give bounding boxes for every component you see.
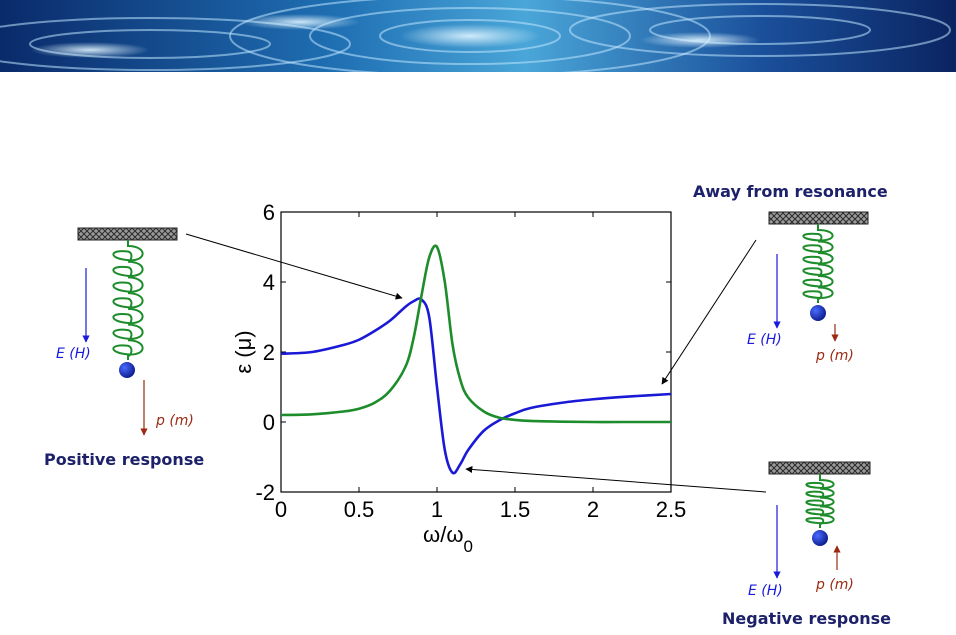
y-tick-label: 4 xyxy=(263,270,275,295)
pointer-arrow-away xyxy=(661,239,757,385)
x-axis-label-subscript: 0 xyxy=(464,537,473,556)
positive-response-caption: Positive response xyxy=(44,450,204,469)
x-tick-label: 2.5 xyxy=(656,497,687,522)
x-tick-label: 2 xyxy=(587,497,599,522)
support-bar xyxy=(77,227,178,241)
right-top-oscillator-panel: Away from resonance E (H) p (m) xyxy=(693,182,888,364)
y-tick-label: 0 xyxy=(263,410,275,435)
support-bar xyxy=(768,211,869,225)
right-bottom-oscillator-panel: E (H) p (m) Negative response xyxy=(722,461,891,628)
pointer-arrow-positive xyxy=(185,233,403,300)
spring xyxy=(802,224,834,303)
mass-ball xyxy=(812,530,828,546)
mu-resonance-curve xyxy=(280,244,671,424)
y-tick-label: 2 xyxy=(263,340,275,365)
x-tick-label: 0 xyxy=(275,497,287,522)
field-label: E (H) xyxy=(56,346,91,362)
spring xyxy=(112,240,144,360)
x-tick-label: 1.5 xyxy=(500,497,531,522)
plot-frame xyxy=(280,211,672,493)
y-tick-label: -2 xyxy=(255,480,275,505)
spring xyxy=(805,474,835,528)
mass-ball xyxy=(119,362,135,378)
y-tick-label: 6 xyxy=(263,200,275,225)
x-tick-label: 0.5 xyxy=(344,497,375,522)
field-label: E (H) xyxy=(747,332,782,348)
dipole-label: p (m) xyxy=(815,577,854,593)
y-axis-label: ε (μ) xyxy=(231,330,256,373)
pointer-arrow-negative xyxy=(465,465,767,493)
away-from-resonance-caption: Away from resonance xyxy=(693,182,888,201)
water-ripple-banner xyxy=(0,0,956,72)
epsilon-curve xyxy=(280,297,672,475)
chart-series xyxy=(280,244,672,475)
x-axis-label-main: ω/ω xyxy=(423,522,463,547)
x-axis-label: ω/ω0 xyxy=(423,522,473,556)
support-bar xyxy=(768,461,871,475)
dipole-label: p (m) xyxy=(155,413,194,429)
negative-response-caption: Negative response xyxy=(722,609,891,628)
field-label: E (H) xyxy=(748,583,783,599)
left-oscillator-panel: E (H) p (m) Positive response xyxy=(44,227,204,469)
mass-ball xyxy=(810,305,826,321)
dipole-label: p (m) xyxy=(815,348,854,364)
x-tick-label: 1 xyxy=(431,497,443,522)
